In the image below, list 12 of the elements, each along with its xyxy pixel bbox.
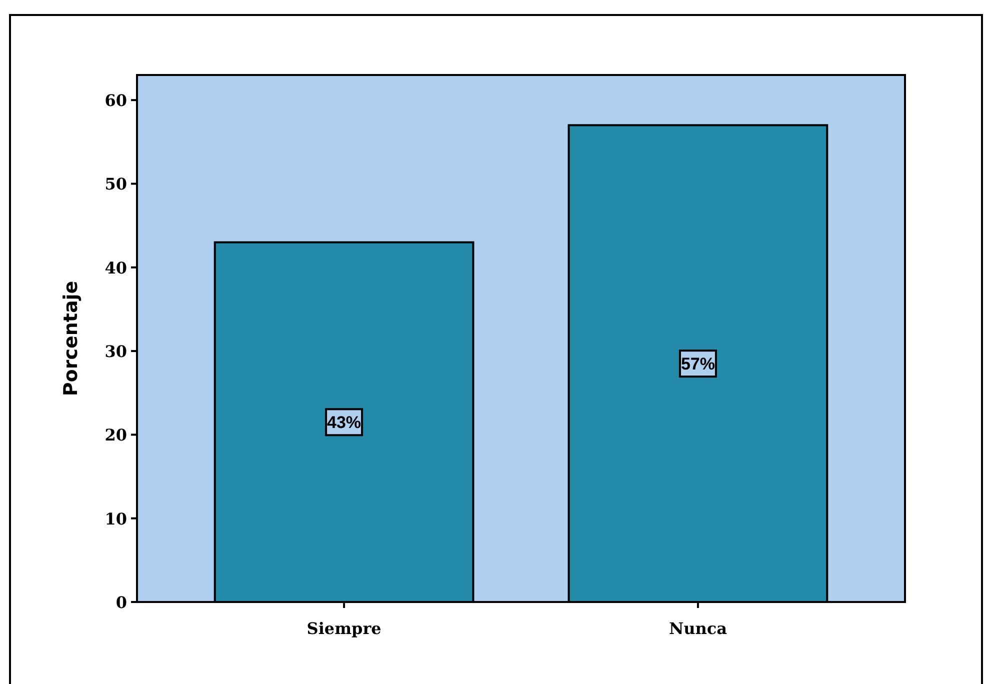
- y-axis-title: Porcentaje: [60, 280, 82, 396]
- y-tick-label: 20: [104, 426, 127, 445]
- y-tick-label: 0: [116, 593, 127, 612]
- y-tick-label: 50: [104, 174, 127, 194]
- y-tick-label: 60: [104, 91, 127, 110]
- x-tick-label: Siempre: [306, 619, 382, 638]
- data-label: 43%: [327, 413, 362, 432]
- y-tick-label: 10: [104, 509, 127, 528]
- y-tick-label: 30: [104, 342, 127, 362]
- y-tick-label: 40: [104, 258, 127, 278]
- data-label: 57%: [680, 354, 715, 374]
- x-tick-label: Nunca: [668, 619, 727, 638]
